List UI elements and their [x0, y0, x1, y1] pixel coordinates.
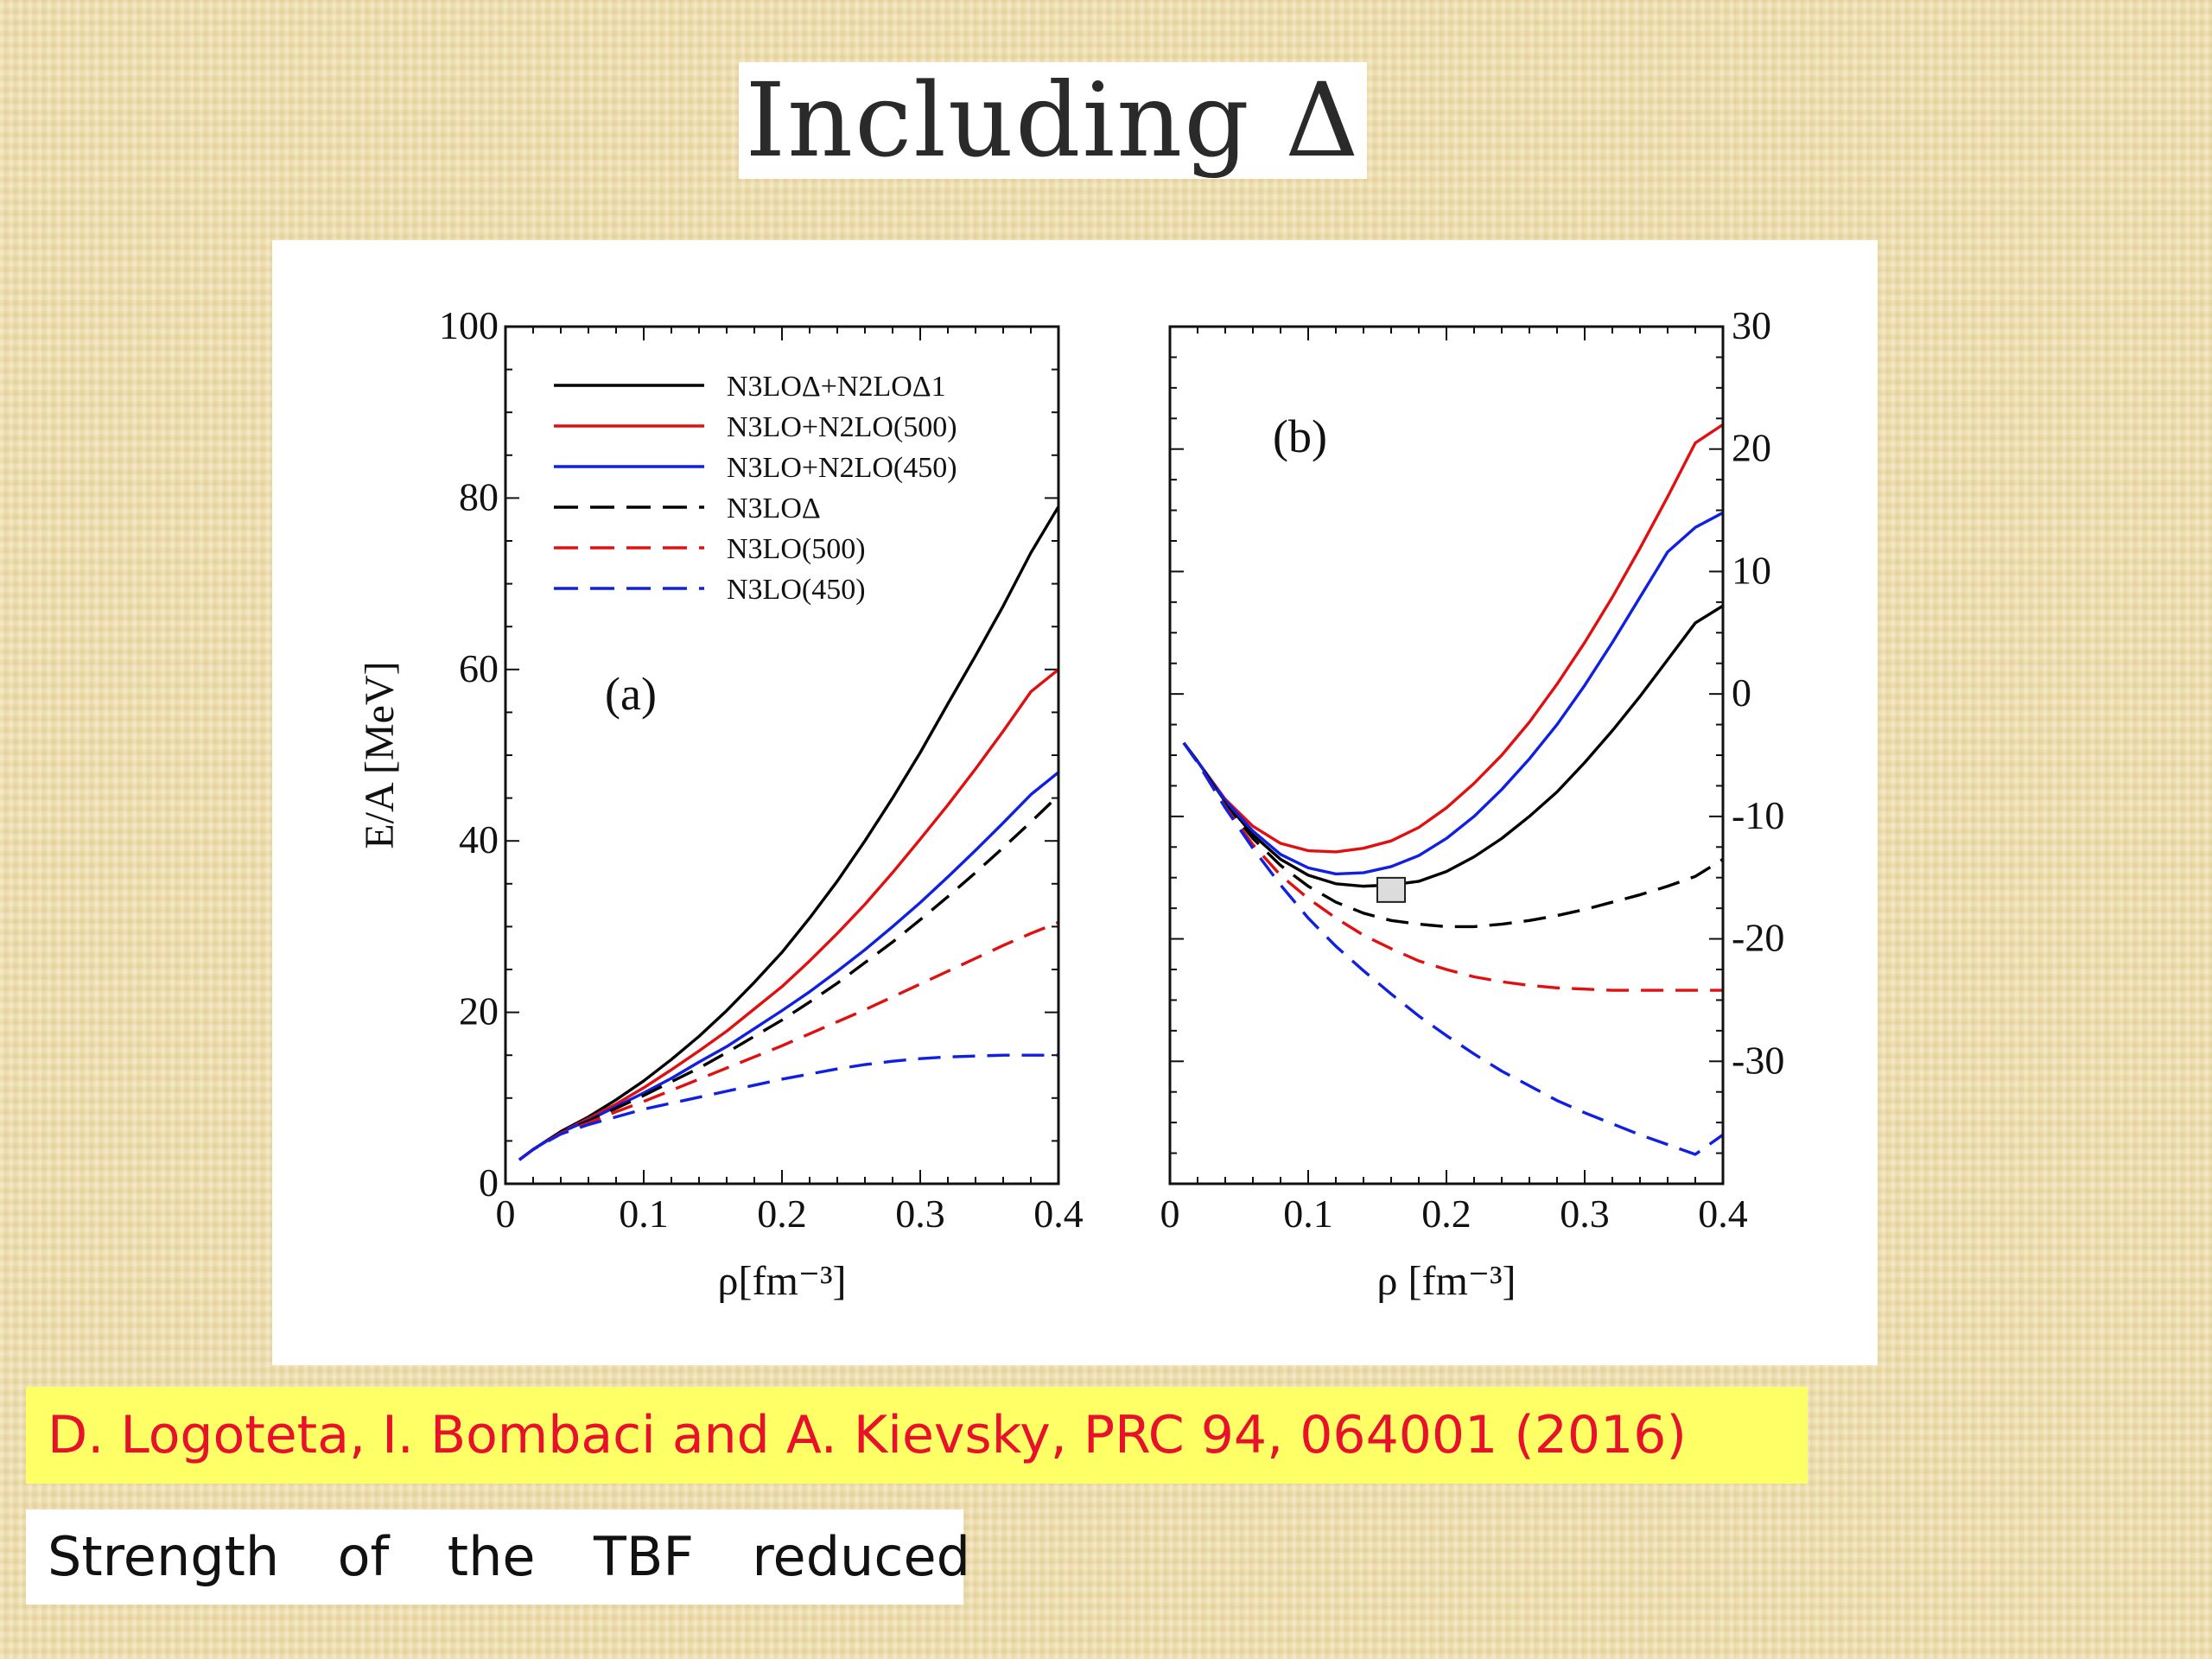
x-tick-label: 0.3	[1560, 1192, 1610, 1236]
x-tick-label: 0	[1160, 1192, 1180, 1236]
x-tick-label: 0.3	[895, 1192, 945, 1236]
y-tick-label: 60	[459, 646, 499, 690]
y-tick-label: 0	[479, 1160, 499, 1205]
y-tick-label: 10	[1732, 548, 1771, 592]
plot-frame	[1168, 325, 1725, 1185]
x-tick-label: 0.2	[757, 1192, 807, 1236]
plot-frame	[504, 325, 1060, 1185]
y-tick-label: 40	[459, 817, 499, 861]
y-tick-label: 30	[1732, 303, 1771, 347]
legend-label: N3LO+N2LO(450)	[727, 452, 957, 484]
legend-label: N3LOΔ	[727, 493, 821, 524]
y-tick-label: -20	[1732, 916, 1784, 960]
y-tick-label: 80	[459, 474, 499, 518]
x-axis-label: ρ[fm⁻³]	[718, 1258, 847, 1304]
legend-label: N3LO+N2LO(500)	[727, 411, 957, 443]
series-line	[518, 505, 1058, 1161]
series-line	[1182, 741, 1723, 992]
x-tick-label: 0.4	[1698, 1192, 1748, 1236]
y-axis-label: E/A [MeV]	[357, 661, 403, 849]
y-tick-label: 20	[1732, 426, 1771, 470]
legend-label: N3LO(450)	[727, 574, 866, 606]
saturation-point-marker	[1376, 876, 1406, 903]
x-tick-label: 0	[496, 1192, 516, 1236]
panel-label-b: (b)	[1273, 410, 1327, 462]
series-line	[1182, 511, 1723, 876]
y-tick-label: 20	[459, 989, 499, 1033]
legend-label: N3LOΔ+N2LOΔ1	[727, 371, 946, 403]
slide-title: Including Δ	[739, 62, 1367, 179]
note-text: Strength of the TBF reduced	[26, 1510, 970, 1605]
series-line	[518, 771, 1058, 1161]
x-axis-label: ρ [fm⁻³]	[1377, 1258, 1516, 1304]
series-line	[518, 1053, 1058, 1161]
chart-b: 0 0.1 0.2 0.3 0.4 -30 -20 -10 0 10 20 30 ρ [fm⁻³] (b)	[1160, 303, 1785, 1304]
series-group	[518, 505, 1058, 1161]
y-tick-label: 100	[439, 303, 499, 347]
x-tick-label: 0.1	[619, 1192, 669, 1236]
x-tick-label: 0.1	[1283, 1192, 1333, 1236]
series-line	[1182, 423, 1723, 854]
series-line	[518, 920, 1058, 1161]
series-line	[1182, 741, 1723, 929]
x-tick-label: 0.4	[1033, 1192, 1084, 1236]
series-group	[1182, 423, 1723, 1156]
panel-label-a: (a)	[605, 668, 657, 720]
figure-panel: 0 0.1 0.2 0.3 0.4 0 20 40 60 80 100 ρ[fm⁻³] E/A [MeV…	[272, 240, 1878, 1365]
series-line	[1182, 604, 1723, 888]
legend-label: N3LO(500)	[727, 533, 866, 565]
y-tick-label: -30	[1732, 1038, 1784, 1082]
series-line	[518, 668, 1058, 1161]
series-line	[518, 794, 1058, 1161]
citation: D. Logoteta, I. Bombaci and A. Kievsky, …	[26, 1387, 1808, 1484]
y-tick-label: 0	[1732, 671, 1751, 715]
series-line	[1182, 741, 1723, 1156]
chart-a: 0 0.1 0.2 0.3 0.4 0 20 40 60 80 100 ρ[fm⁻³] E/A [MeV…	[357, 303, 1084, 1304]
x-tick-label: 0.2	[1421, 1192, 1471, 1236]
y-tick-label: -10	[1732, 793, 1784, 837]
